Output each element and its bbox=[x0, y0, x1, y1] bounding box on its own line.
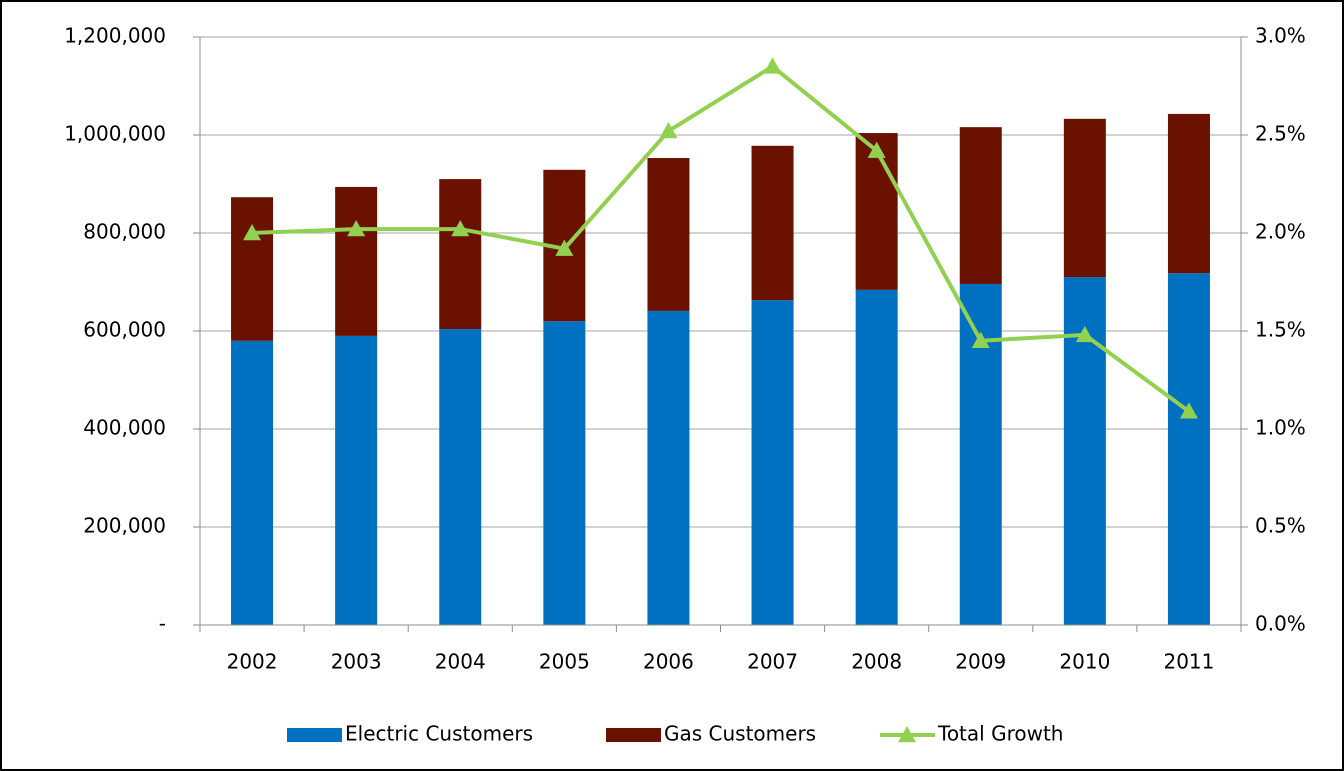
legend-label: Gas Customers bbox=[664, 722, 816, 746]
y-tick-label: 1,000,000 bbox=[64, 122, 166, 146]
legend-label: Electric Customers bbox=[345, 722, 533, 746]
x-tick-label: 2011 bbox=[1163, 650, 1214, 674]
x-tick-label: 2005 bbox=[539, 650, 590, 674]
line-marker bbox=[1179, 402, 1198, 419]
x-tick-label: 2003 bbox=[331, 650, 382, 674]
y-tick-label: 800,000 bbox=[83, 220, 166, 244]
x-tick-label: 2002 bbox=[227, 650, 278, 674]
line-marker bbox=[347, 220, 366, 237]
y-tick-label: 1,200,000 bbox=[64, 24, 166, 48]
bar-segment bbox=[1063, 118, 1106, 278]
x-tick-label: 2007 bbox=[747, 650, 798, 674]
y-tick-label: - bbox=[159, 612, 166, 636]
bar-segment bbox=[439, 179, 482, 330]
y2-tick-label: 1.5% bbox=[1255, 318, 1306, 342]
bar-segment bbox=[959, 127, 1002, 284]
legend-swatch bbox=[287, 728, 342, 742]
bar-segment bbox=[855, 133, 898, 290]
y2-tick-label: 1.0% bbox=[1255, 416, 1306, 440]
bar-segment bbox=[647, 310, 690, 625]
x-tick-label: 2004 bbox=[435, 650, 486, 674]
bar-segment bbox=[647, 158, 690, 311]
y-tick-label: 600,000 bbox=[83, 318, 166, 342]
y2-tick-label: 3.0% bbox=[1255, 24, 1306, 48]
legend-label: Total Growth bbox=[937, 722, 1063, 746]
line-marker bbox=[659, 122, 678, 139]
legend-swatch bbox=[606, 728, 661, 742]
x-tick-label: 2006 bbox=[643, 650, 694, 674]
bar-segment bbox=[1167, 273, 1210, 625]
x-tick-label: 2009 bbox=[955, 650, 1006, 674]
line-marker bbox=[243, 224, 262, 241]
bar-segment bbox=[439, 329, 482, 625]
y2-tick-label: 0.5% bbox=[1255, 514, 1306, 538]
y2-tick-label: 0.0% bbox=[1255, 612, 1306, 636]
bar-segment bbox=[751, 300, 794, 625]
bar-segment bbox=[335, 186, 378, 336]
bar-segment bbox=[335, 335, 378, 625]
line-marker bbox=[451, 220, 470, 237]
bar-segment bbox=[751, 145, 794, 301]
y2-tick-label: 2.0% bbox=[1255, 220, 1306, 244]
line-marker bbox=[971, 331, 990, 348]
bar-segment bbox=[231, 340, 274, 625]
line-series bbox=[251, 64, 1191, 413]
line-marker bbox=[867, 141, 886, 158]
line-marker bbox=[763, 57, 782, 74]
legend-swatch bbox=[898, 726, 916, 743]
x-tick-label: 2008 bbox=[851, 650, 902, 674]
line-marker bbox=[555, 239, 574, 256]
y2-tick-label: 2.5% bbox=[1255, 122, 1306, 146]
bar-segment bbox=[1167, 113, 1210, 274]
bar-segment bbox=[855, 289, 898, 625]
bar-segment bbox=[543, 321, 586, 625]
y-tick-label: 200,000 bbox=[83, 514, 166, 538]
bar-segment bbox=[231, 197, 274, 341]
x-tick-label: 2010 bbox=[1059, 650, 1110, 674]
y-tick-label: 400,000 bbox=[83, 416, 166, 440]
line-marker bbox=[1075, 325, 1094, 343]
